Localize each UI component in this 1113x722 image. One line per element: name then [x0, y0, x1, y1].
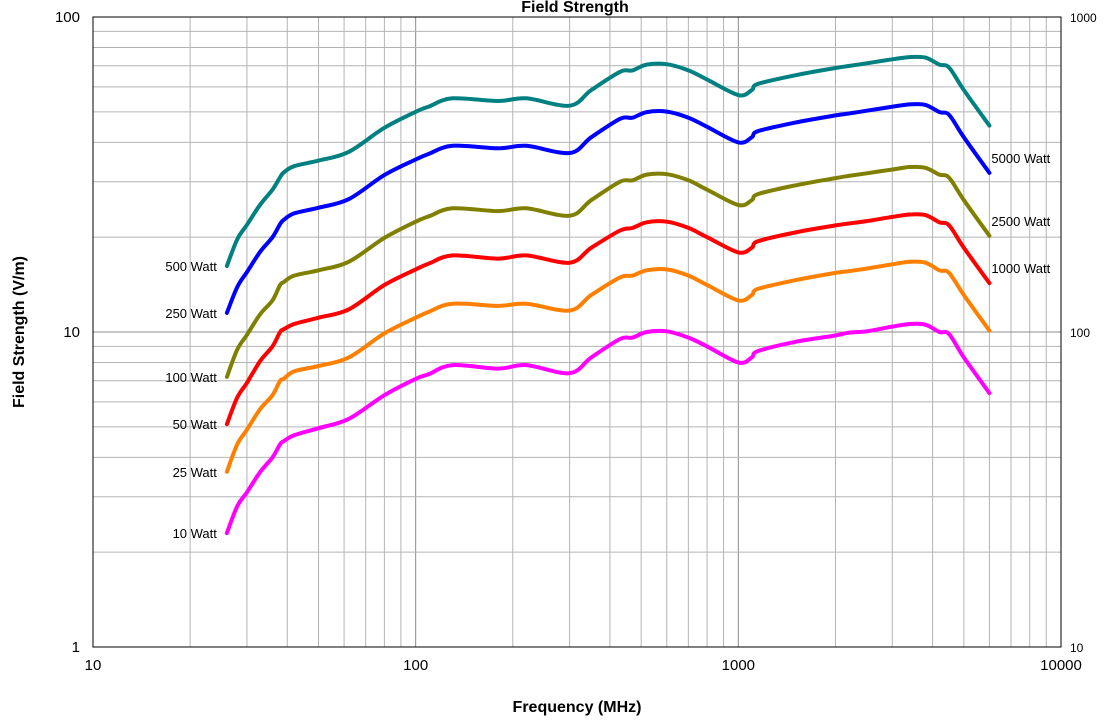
series-line-10-watt	[224, 321, 992, 536]
x-tick-labels: 10 100 1000 10000	[85, 657, 1082, 674]
series-label-left: 250 Watt	[165, 306, 217, 321]
series-line-50-watt	[224, 212, 992, 427]
series-label-left: 50 Watt	[173, 417, 218, 432]
y-tick-label: 1	[72, 639, 80, 656]
series-line-100-watt	[224, 164, 992, 379]
plot-frame	[92, 16, 1062, 648]
y2-tick-labels: 10 100 1000	[1070, 11, 1097, 655]
series-labels: 500 Watt 250 Watt 100 Watt 50 Watt 25 Watt 10…	[165, 151, 1050, 541]
series-line-250-watt	[224, 102, 992, 315]
y2-tick-label: 10	[1070, 641, 1084, 655]
x-tick-label: 1000	[722, 657, 755, 674]
grid	[93, 17, 1061, 647]
series-line-500-watt	[224, 54, 992, 268]
x-axis-title: Frequency (MHz)	[513, 699, 642, 716]
y-axis-title: Field Strength (V/m)	[11, 256, 28, 408]
x-tick-label: 10	[85, 657, 102, 674]
chart-title: Field Strength	[521, 0, 629, 16]
y2-tick-label: 1000	[1070, 11, 1097, 25]
series-label-left: 100 Watt	[165, 370, 217, 385]
y-tick-labels: 1 10 100	[55, 9, 80, 656]
series-line-25-watt	[224, 259, 992, 474]
x-tick-label: 100	[403, 657, 428, 674]
series-lines	[224, 54, 992, 536]
x-tick-label: 10000	[1040, 657, 1082, 674]
series-label-left: 500 Watt	[165, 259, 217, 274]
series-label-right: 2500 Watt	[991, 214, 1050, 229]
y-tick-label: 100	[55, 9, 80, 26]
series-label-left: 25 Watt	[173, 465, 218, 480]
y2-tick-label: 100	[1070, 326, 1090, 340]
y-tick-label: 10	[63, 324, 80, 341]
series-label-right: 1000 Watt	[991, 261, 1050, 276]
series-label-right: 5000 Watt	[991, 151, 1050, 166]
series-label-left: 10 Watt	[173, 526, 218, 541]
